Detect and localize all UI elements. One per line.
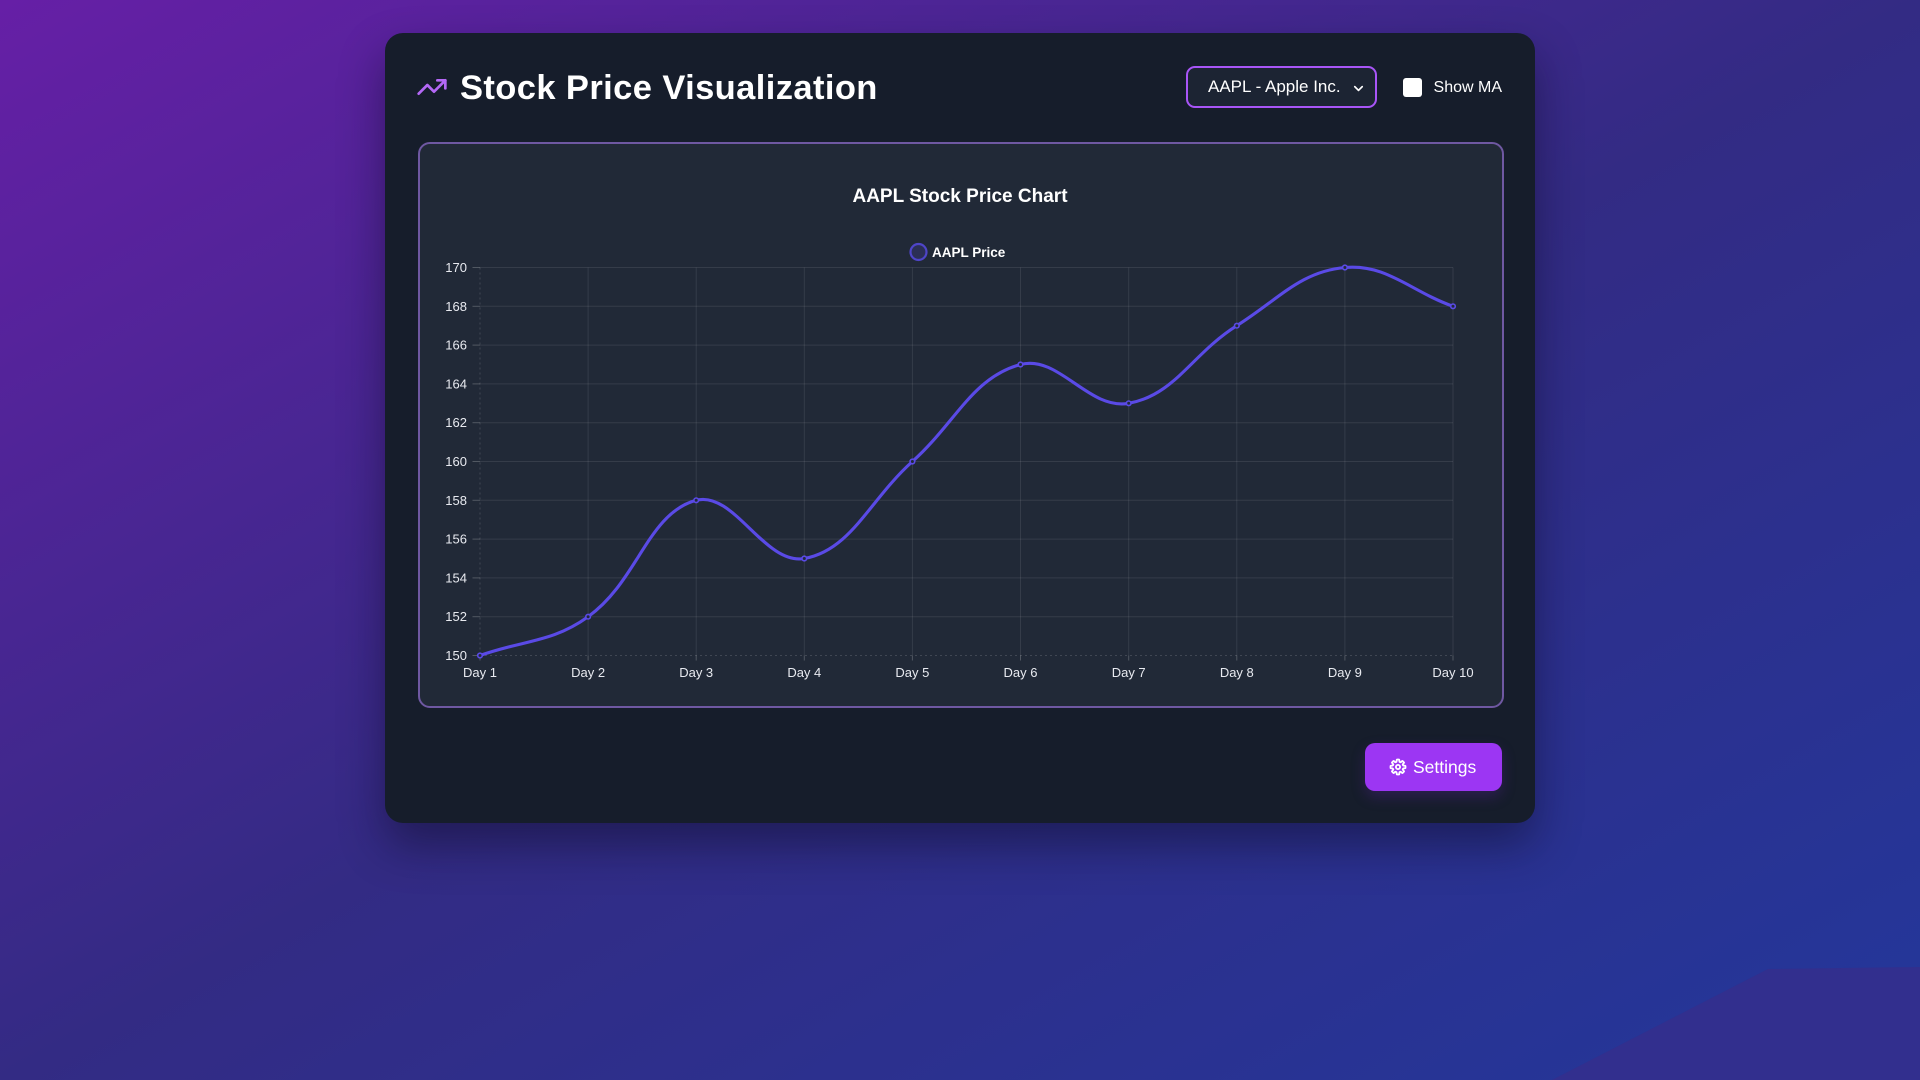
svg-text:Day 4: Day 4 (787, 665, 821, 680)
svg-text:Day 3: Day 3 (679, 665, 713, 680)
svg-text:170: 170 (445, 260, 467, 275)
svg-text:Day 9: Day 9 (1328, 665, 1362, 680)
svg-text:166: 166 (445, 338, 467, 353)
svg-text:164: 164 (445, 376, 467, 391)
svg-text:150: 150 (445, 648, 467, 663)
svg-text:Day 6: Day 6 (1004, 665, 1038, 680)
svg-text:AAPL Stock Price Chart: AAPL Stock Price Chart (852, 186, 1068, 207)
svg-text:Day 7: Day 7 (1112, 665, 1146, 680)
svg-text:158: 158 (445, 493, 467, 508)
svg-text:Day 5: Day 5 (895, 665, 929, 680)
svg-text:Day 2: Day 2 (571, 665, 605, 680)
svg-text:Day 10: Day 10 (1432, 665, 1473, 680)
svg-text:Day 1: Day 1 (463, 665, 497, 680)
svg-text:168: 168 (445, 299, 467, 314)
svg-text:Day 8: Day 8 (1220, 665, 1254, 680)
svg-text:152: 152 (445, 609, 467, 624)
svg-text:162: 162 (445, 415, 467, 430)
svg-text:156: 156 (445, 532, 467, 547)
svg-text:154: 154 (445, 570, 467, 585)
svg-text:AAPL Price: AAPL Price (932, 245, 1006, 260)
svg-text:160: 160 (445, 454, 467, 469)
